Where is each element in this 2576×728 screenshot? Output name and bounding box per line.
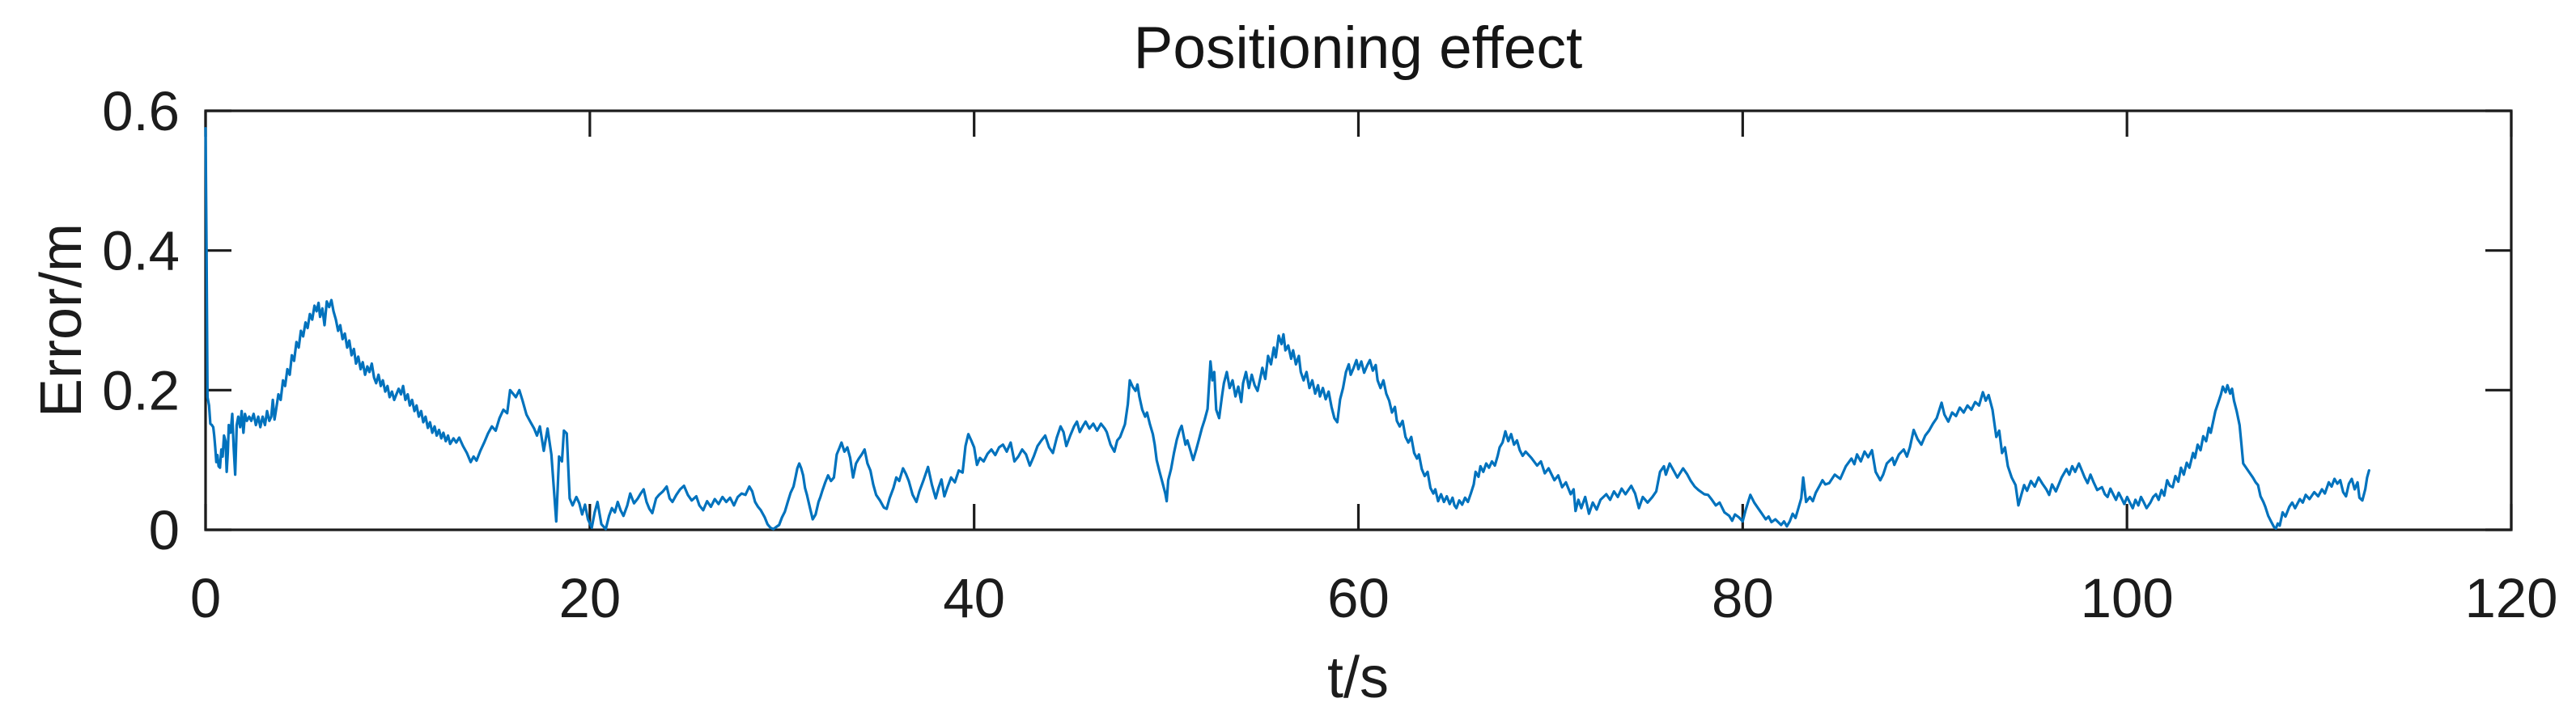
x-tick-label: 40 xyxy=(943,567,1005,629)
y-axis-label: Error/m xyxy=(29,223,94,417)
chart-title: Positioning effect xyxy=(1134,15,1583,81)
x-tick-label: 80 xyxy=(1712,567,1774,629)
y-tick-label: 0.4 xyxy=(102,220,180,282)
x-axis-label: t/s xyxy=(1327,645,1389,710)
x-tick-label: 20 xyxy=(558,567,621,629)
x-tick-label: 120 xyxy=(2464,567,2557,629)
y-tick-label: 0 xyxy=(149,499,180,561)
plot-area: 0 20 40 60 80 100 120 0 0.2 0.4 0.6 xyxy=(102,80,2557,629)
x-tick-label: 0 xyxy=(190,567,221,629)
error-curve xyxy=(204,127,2370,531)
x-tick-label: 100 xyxy=(2081,567,2174,629)
y-tick-label: 0.6 xyxy=(102,80,180,142)
x-tick-label: 60 xyxy=(1327,567,1390,629)
y-tick-label: 0.2 xyxy=(102,359,180,421)
